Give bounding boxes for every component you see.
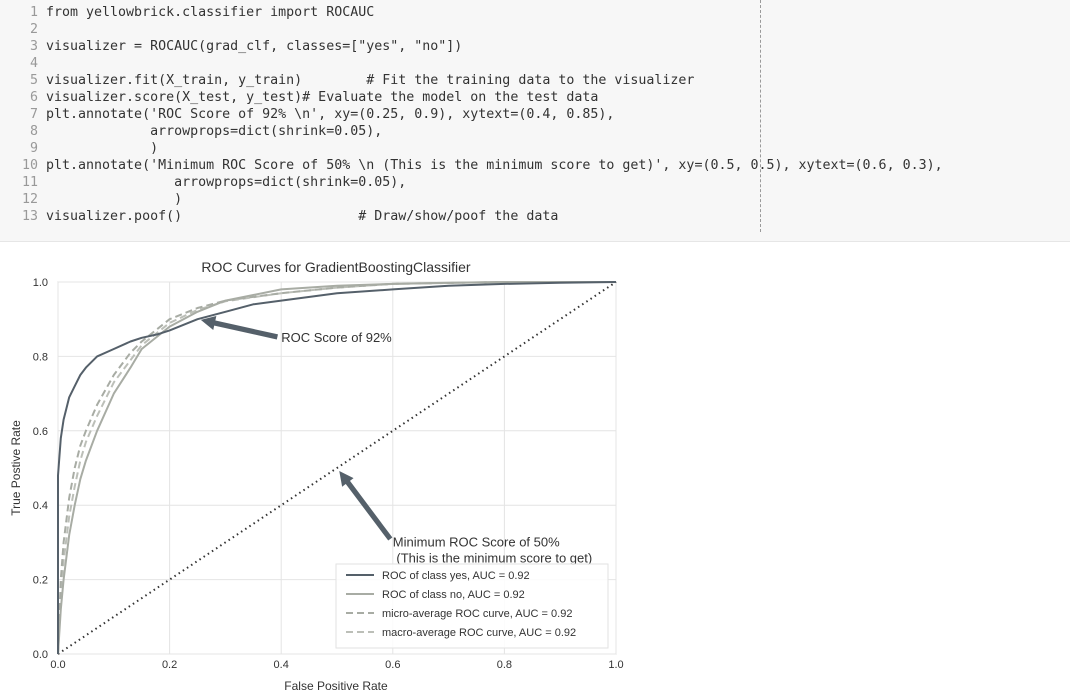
line-number: 12 bbox=[21, 192, 38, 207]
line-number: 5 bbox=[29, 73, 38, 88]
tick-labels: 0.0 0.2 0.4 0.6 0.8 1.0 0.0 0.2 0.4 0.6 0.8 1.0 bbox=[33, 277, 624, 671]
line-number: 11 bbox=[21, 175, 38, 190]
legend: ROC of class yes, AUC = 0.92 ROC of class… bbox=[335, 563, 609, 649]
annotation-arrow-0 bbox=[200, 316, 278, 340]
code-text: visualizer.poof() # Draw/show/poof the d… bbox=[46, 209, 559, 224]
legend-box bbox=[335, 563, 609, 649]
code-text: plt.annotate('Minimum ROC Score of 50% \… bbox=[46, 158, 943, 173]
code-text: ) bbox=[46, 192, 183, 207]
y-tick-label: 1.0 bbox=[33, 277, 48, 289]
legend-entry: ROC of class yes, AUC = 0.92 bbox=[382, 570, 530, 582]
line-number: 9 bbox=[29, 141, 38, 156]
line-number: 4 bbox=[29, 56, 38, 71]
y-axis-label: True Postive Rate bbox=[9, 420, 23, 516]
roc-series-line-1 bbox=[57, 281, 616, 655]
code-line: 3 visualizer = ROCAUC(grad_clf, classes=[… bbox=[0, 38, 462, 55]
roc-series-line-2 bbox=[57, 281, 616, 655]
chance-diagonal-line bbox=[57, 281, 617, 655]
code-cell[interactable]: 1 from yellowbrick.classifier import ROCA… bbox=[0, 0, 1070, 242]
code-line: 9 ) bbox=[0, 140, 158, 157]
line-number: 10 bbox=[21, 158, 38, 173]
annotations: ROC Score of 92% Minimum ROC Score of 50%… bbox=[200, 316, 592, 565]
code-text: ) bbox=[46, 141, 159, 156]
code-text: visualizer = ROCAUC(grad_clf, classes=["… bbox=[46, 39, 463, 54]
grid-lines bbox=[57, 281, 617, 655]
roc-series-line-0 bbox=[57, 281, 617, 654]
x-tick-label: 1.0 bbox=[608, 659, 623, 671]
roc-series bbox=[57, 281, 617, 655]
line-number: 3 bbox=[29, 39, 38, 54]
line-number: 1 bbox=[29, 5, 38, 20]
annotation-text-1: (This is the minimum score to get) bbox=[393, 550, 592, 565]
line-number: 7 bbox=[29, 107, 38, 122]
x-tick-label: 0.6 bbox=[385, 659, 400, 671]
code-line: 7 plt.annotate('ROC Score of 92% \n', xy=… bbox=[0, 106, 614, 123]
roc-chart: 0.0 0.2 0.4 0.6 0.8 1.0 0.0 0.2 0.4 0.6 0.8 1.0 ROC… bbox=[0, 246, 1070, 700]
annotation-text-1: Minimum ROC Score of 50% bbox=[393, 534, 560, 549]
legend-entry: micro-average ROC curve, AUC = 0.92 bbox=[382, 608, 572, 620]
code-line: 13 visualizer.poof() # Draw/show/poof the… bbox=[0, 208, 558, 225]
code-text: visualizer.fit(X_train, y_train) # Fit t… bbox=[46, 73, 695, 88]
y-tick-label: 0.2 bbox=[33, 575, 48, 587]
x-tick-label: 0.4 bbox=[274, 659, 289, 671]
x-tick-label: 0.8 bbox=[497, 659, 512, 671]
line-number: 13 bbox=[21, 209, 38, 224]
code-line: 1 from yellowbrick.classifier import ROCA… bbox=[0, 4, 374, 21]
code-line: 2 bbox=[0, 21, 46, 38]
code-text: from yellowbrick.classifier import ROCAU… bbox=[46, 5, 375, 20]
x-tick-label: 0.2 bbox=[162, 659, 177, 671]
x-axis-label: False Positive Rate bbox=[284, 679, 388, 693]
code-line: 5 visualizer.fit(X_train, y_train) # Fit … bbox=[0, 72, 694, 89]
roc-chart-svg: 0.0 0.2 0.4 0.6 0.8 1.0 0.0 0.2 0.4 0.6 0.8 1.0 ROC… bbox=[9, 259, 624, 693]
code-text: arrowprops=dict(shrink=0.05), bbox=[46, 124, 383, 139]
annotation-arrow-1 bbox=[339, 470, 393, 541]
code-text: arrowprops=dict(shrink=0.05), bbox=[46, 175, 407, 190]
code-line: 12 ) bbox=[0, 191, 182, 208]
line-length-guide bbox=[760, 0, 761, 232]
code-text: visualizer.score(X_test, y_test)# Evalua… bbox=[46, 90, 599, 105]
chart-title: ROC Curves for GradientBoostingClassifie… bbox=[201, 259, 471, 275]
line-number: 6 bbox=[29, 90, 38, 105]
y-tick-label: 0.8 bbox=[33, 351, 48, 363]
code-line: 8 arrowprops=dict(shrink=0.05), bbox=[0, 123, 382, 140]
y-tick-label: 0.0 bbox=[33, 649, 48, 661]
x-tick-label: 0.0 bbox=[50, 659, 65, 671]
line-number: 2 bbox=[29, 22, 38, 37]
annotation-text-0: ROC Score of 92% bbox=[281, 330, 392, 345]
code-text: plt.annotate('ROC Score of 92% \n', xy=(… bbox=[46, 107, 615, 122]
y-tick-label: 0.6 bbox=[33, 426, 48, 438]
line-number: 8 bbox=[29, 124, 38, 139]
code-line: 6 visualizer.score(X_test, y_test)# Evalu… bbox=[0, 89, 598, 106]
y-tick-label: 0.4 bbox=[33, 500, 48, 512]
legend-entry: ROC of class no, AUC = 0.92 bbox=[382, 589, 525, 601]
code-line: 4 bbox=[0, 55, 46, 72]
code-line: 11 arrowprops=dict(shrink=0.05), bbox=[0, 174, 406, 191]
code-line: 10 plt.annotate('Minimum ROC Score of 50%… bbox=[0, 157, 943, 174]
legend-entry: macro-average ROC curve, AUC = 0.92 bbox=[382, 627, 576, 639]
